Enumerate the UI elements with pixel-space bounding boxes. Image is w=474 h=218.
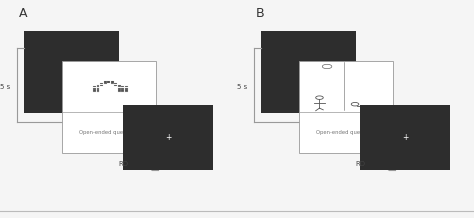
Text: B: B bbox=[256, 7, 264, 20]
Bar bbox=[104, 81, 107, 83]
Bar bbox=[97, 86, 100, 87]
Text: A: A bbox=[19, 7, 27, 20]
Bar bbox=[118, 85, 121, 86]
Bar bbox=[93, 88, 96, 89]
Bar bbox=[107, 81, 110, 83]
Text: 5 s: 5 s bbox=[0, 84, 10, 90]
Text: +: + bbox=[402, 133, 409, 142]
Bar bbox=[123, 105, 213, 170]
Bar bbox=[104, 83, 107, 84]
Bar bbox=[114, 83, 117, 84]
Text: +: + bbox=[165, 133, 172, 142]
Bar bbox=[93, 91, 96, 92]
Text: RD: RD bbox=[118, 161, 128, 167]
Bar bbox=[118, 86, 121, 87]
Bar bbox=[360, 105, 450, 170]
Bar bbox=[24, 31, 119, 113]
Bar bbox=[97, 89, 100, 91]
Bar bbox=[125, 89, 128, 91]
Text: 5 s: 5 s bbox=[237, 84, 247, 90]
Bar bbox=[121, 91, 124, 92]
Text: RD: RD bbox=[355, 161, 365, 167]
Bar bbox=[121, 86, 124, 87]
Bar bbox=[121, 88, 124, 89]
Bar bbox=[118, 89, 121, 91]
Bar bbox=[97, 91, 100, 92]
Bar bbox=[93, 86, 96, 87]
Bar bbox=[299, 61, 393, 153]
Bar bbox=[97, 89, 100, 91]
Text: +: + bbox=[64, 75, 71, 84]
Text: Open-ended questions: Open-ended questions bbox=[79, 130, 139, 135]
Text: Open-ended questions: Open-ended questions bbox=[316, 130, 376, 135]
Bar bbox=[97, 88, 100, 89]
Bar bbox=[97, 85, 100, 86]
Bar bbox=[97, 88, 100, 89]
Bar bbox=[62, 61, 156, 153]
Bar bbox=[118, 91, 121, 92]
Bar bbox=[261, 31, 356, 113]
Bar bbox=[97, 91, 100, 92]
Bar bbox=[111, 83, 114, 84]
Bar bbox=[121, 89, 124, 91]
Bar bbox=[118, 88, 121, 89]
Bar bbox=[100, 85, 103, 86]
Text: +: + bbox=[301, 75, 308, 84]
Bar bbox=[97, 86, 100, 87]
Bar bbox=[125, 91, 128, 92]
Bar bbox=[93, 89, 96, 91]
Bar bbox=[111, 81, 114, 83]
Bar bbox=[100, 83, 103, 84]
Bar bbox=[114, 85, 117, 86]
Bar bbox=[125, 86, 128, 87]
Bar bbox=[125, 88, 128, 89]
